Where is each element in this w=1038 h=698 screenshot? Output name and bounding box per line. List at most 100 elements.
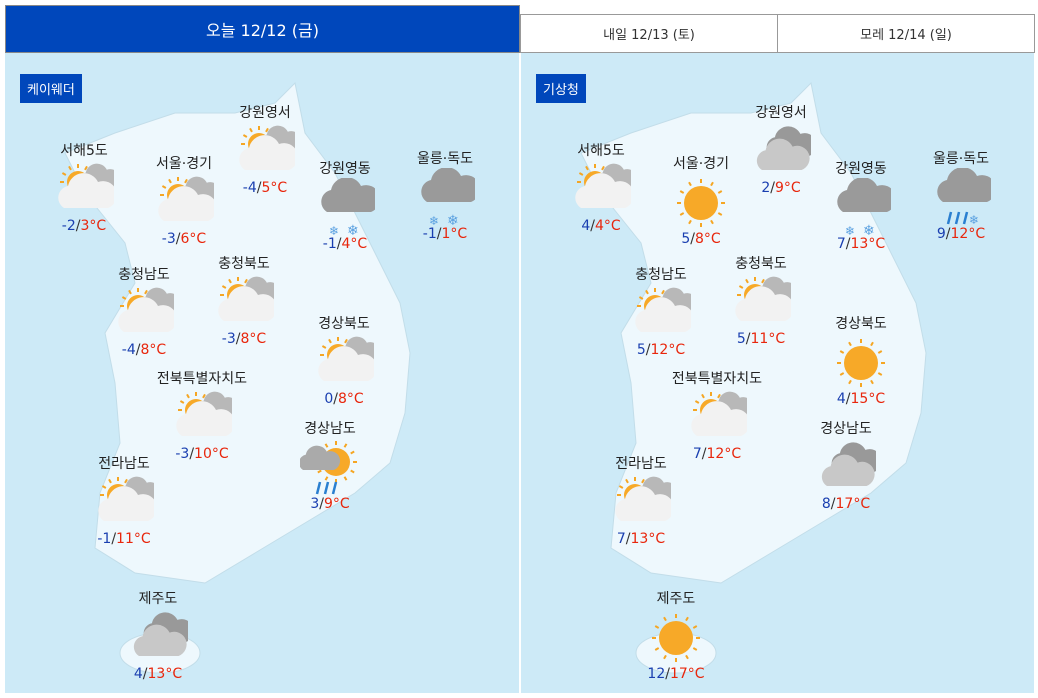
region-name: 충청남도 [635,267,687,283]
max-temp: 8 [337,391,347,407]
temperature: 8/17°C [821,496,871,512]
min-temp: 2 [761,180,771,196]
min-temp: -1 [97,531,112,547]
unit: °C [968,226,986,242]
unit: °C [211,446,229,462]
sunny-icon [677,179,725,227]
min-temp: 7 [836,236,846,252]
svg-text:❄: ❄ [429,214,439,228]
source-badge: 케이웨더 [20,74,82,103]
unit: °C [868,391,886,407]
min-temp: -4 [242,180,257,196]
max-temp: 13 [850,236,869,252]
max-temp: 8 [240,331,250,347]
temperature: 7/13°C [836,236,886,252]
unit: °C [668,342,686,358]
region-name: 서울·경기 [156,156,212,172]
temperature: 7/13°C [616,531,666,547]
unit: °C [853,496,871,512]
max-temp: 12 [950,226,969,242]
max-temp: 12 [650,342,669,358]
unit: °C [89,218,107,234]
unit: °C [133,531,151,547]
temperature: 4/13°C [133,666,183,682]
temperature: 3/9°C [310,496,350,512]
unit: °C [450,226,468,242]
min-temp: -3 [175,446,190,462]
temperature: 7/12°C [692,446,742,462]
max-temp: 1 [441,226,451,242]
cloudy-icon [133,612,188,656]
max-temp: 11 [116,531,134,547]
partly-cloudy-icon [615,476,671,521]
snow-icon: ❄ ❄ [421,168,475,228]
partly-cloudy-icon [735,276,791,321]
max-temp: 8 [694,231,704,247]
region-name: 강원영서 [239,105,291,121]
region-name: 충청북도 [735,256,787,272]
partly-cloudy-icon [176,391,232,436]
region-name: 서해5도 [60,143,108,159]
max-temp: 13 [147,666,166,682]
temperature: -1/11°C [97,531,151,547]
temperature: -3/8°C [221,331,267,347]
temperature: -3/10°C [175,446,229,462]
unit: °C [189,231,207,247]
svg-text:❄: ❄ [347,223,359,238]
tab-today[interactable]: 오늘 12/12 (금) [5,5,520,53]
partly-cloudy-icon [158,176,214,221]
temperature: 5/11°C [736,331,786,347]
temperature: 0/8°C [324,391,364,407]
max-temp: 5 [261,180,271,196]
cloudy-icon [756,126,811,170]
min-temp: -1 [422,226,437,242]
unit: °C [687,666,705,682]
min-temp: -1 [322,236,337,252]
partly-cloudy-icon [118,287,174,332]
temperature: 4/4°C [581,218,621,234]
region-name: 충청북도 [218,256,270,272]
min-temp: 8 [821,496,831,512]
region-name: 전라남도 [98,456,150,472]
partly-cloudy-icon [239,125,295,170]
min-temp: 12 [647,666,666,682]
region-name: 제주도 [138,591,178,607]
partly-cloudy-icon [218,276,274,321]
region-name: 울릉·독도 [933,151,989,167]
max-temp: 4 [341,236,351,252]
min-temp: 4 [581,218,591,234]
tab-day-after[interactable]: 모레 12/14 (일) [777,14,1035,53]
unit: °C [249,331,267,347]
max-temp: 13 [630,531,649,547]
snow-icon: ❄ ❄ [837,178,891,238]
svg-text:❄: ❄ [329,224,339,238]
min-temp: 9 [936,226,946,242]
max-temp: 4 [594,218,604,234]
tab-tomorrow[interactable]: 내일 12/13 (토) [520,14,778,53]
max-temp: 17 [669,666,688,682]
rain-snow-icon: ❄ [937,168,991,227]
region-name: 강원영동 [319,161,371,177]
source-badge: 기상청 [536,74,586,103]
max-temp: 6 [180,231,190,247]
region-name: 경상남도 [820,421,872,437]
min-temp: -3 [161,231,176,247]
unit: °C [768,331,786,347]
temperature: 2/9°C [761,180,801,196]
region-name: 전북특별자치도 [671,371,763,387]
max-temp: 9 [774,180,784,196]
temperature: 12/17°C [647,666,705,682]
max-temp: 9 [323,496,333,512]
unit: °C [350,236,368,252]
temperature: 4/15°C [836,391,886,407]
temperature: -1/1°C [422,226,468,242]
unit: °C [332,496,350,512]
snow-icon: ❄ ❄ [321,178,375,238]
min-temp: -4 [121,342,136,358]
partly-cloudy-icon [635,287,691,332]
max-temp: 17 [835,496,854,512]
temperature: 5/12°C [636,342,686,358]
min-temp: 0 [324,391,334,407]
temperature: -4/5°C [242,180,288,196]
unit: °C [165,666,183,682]
